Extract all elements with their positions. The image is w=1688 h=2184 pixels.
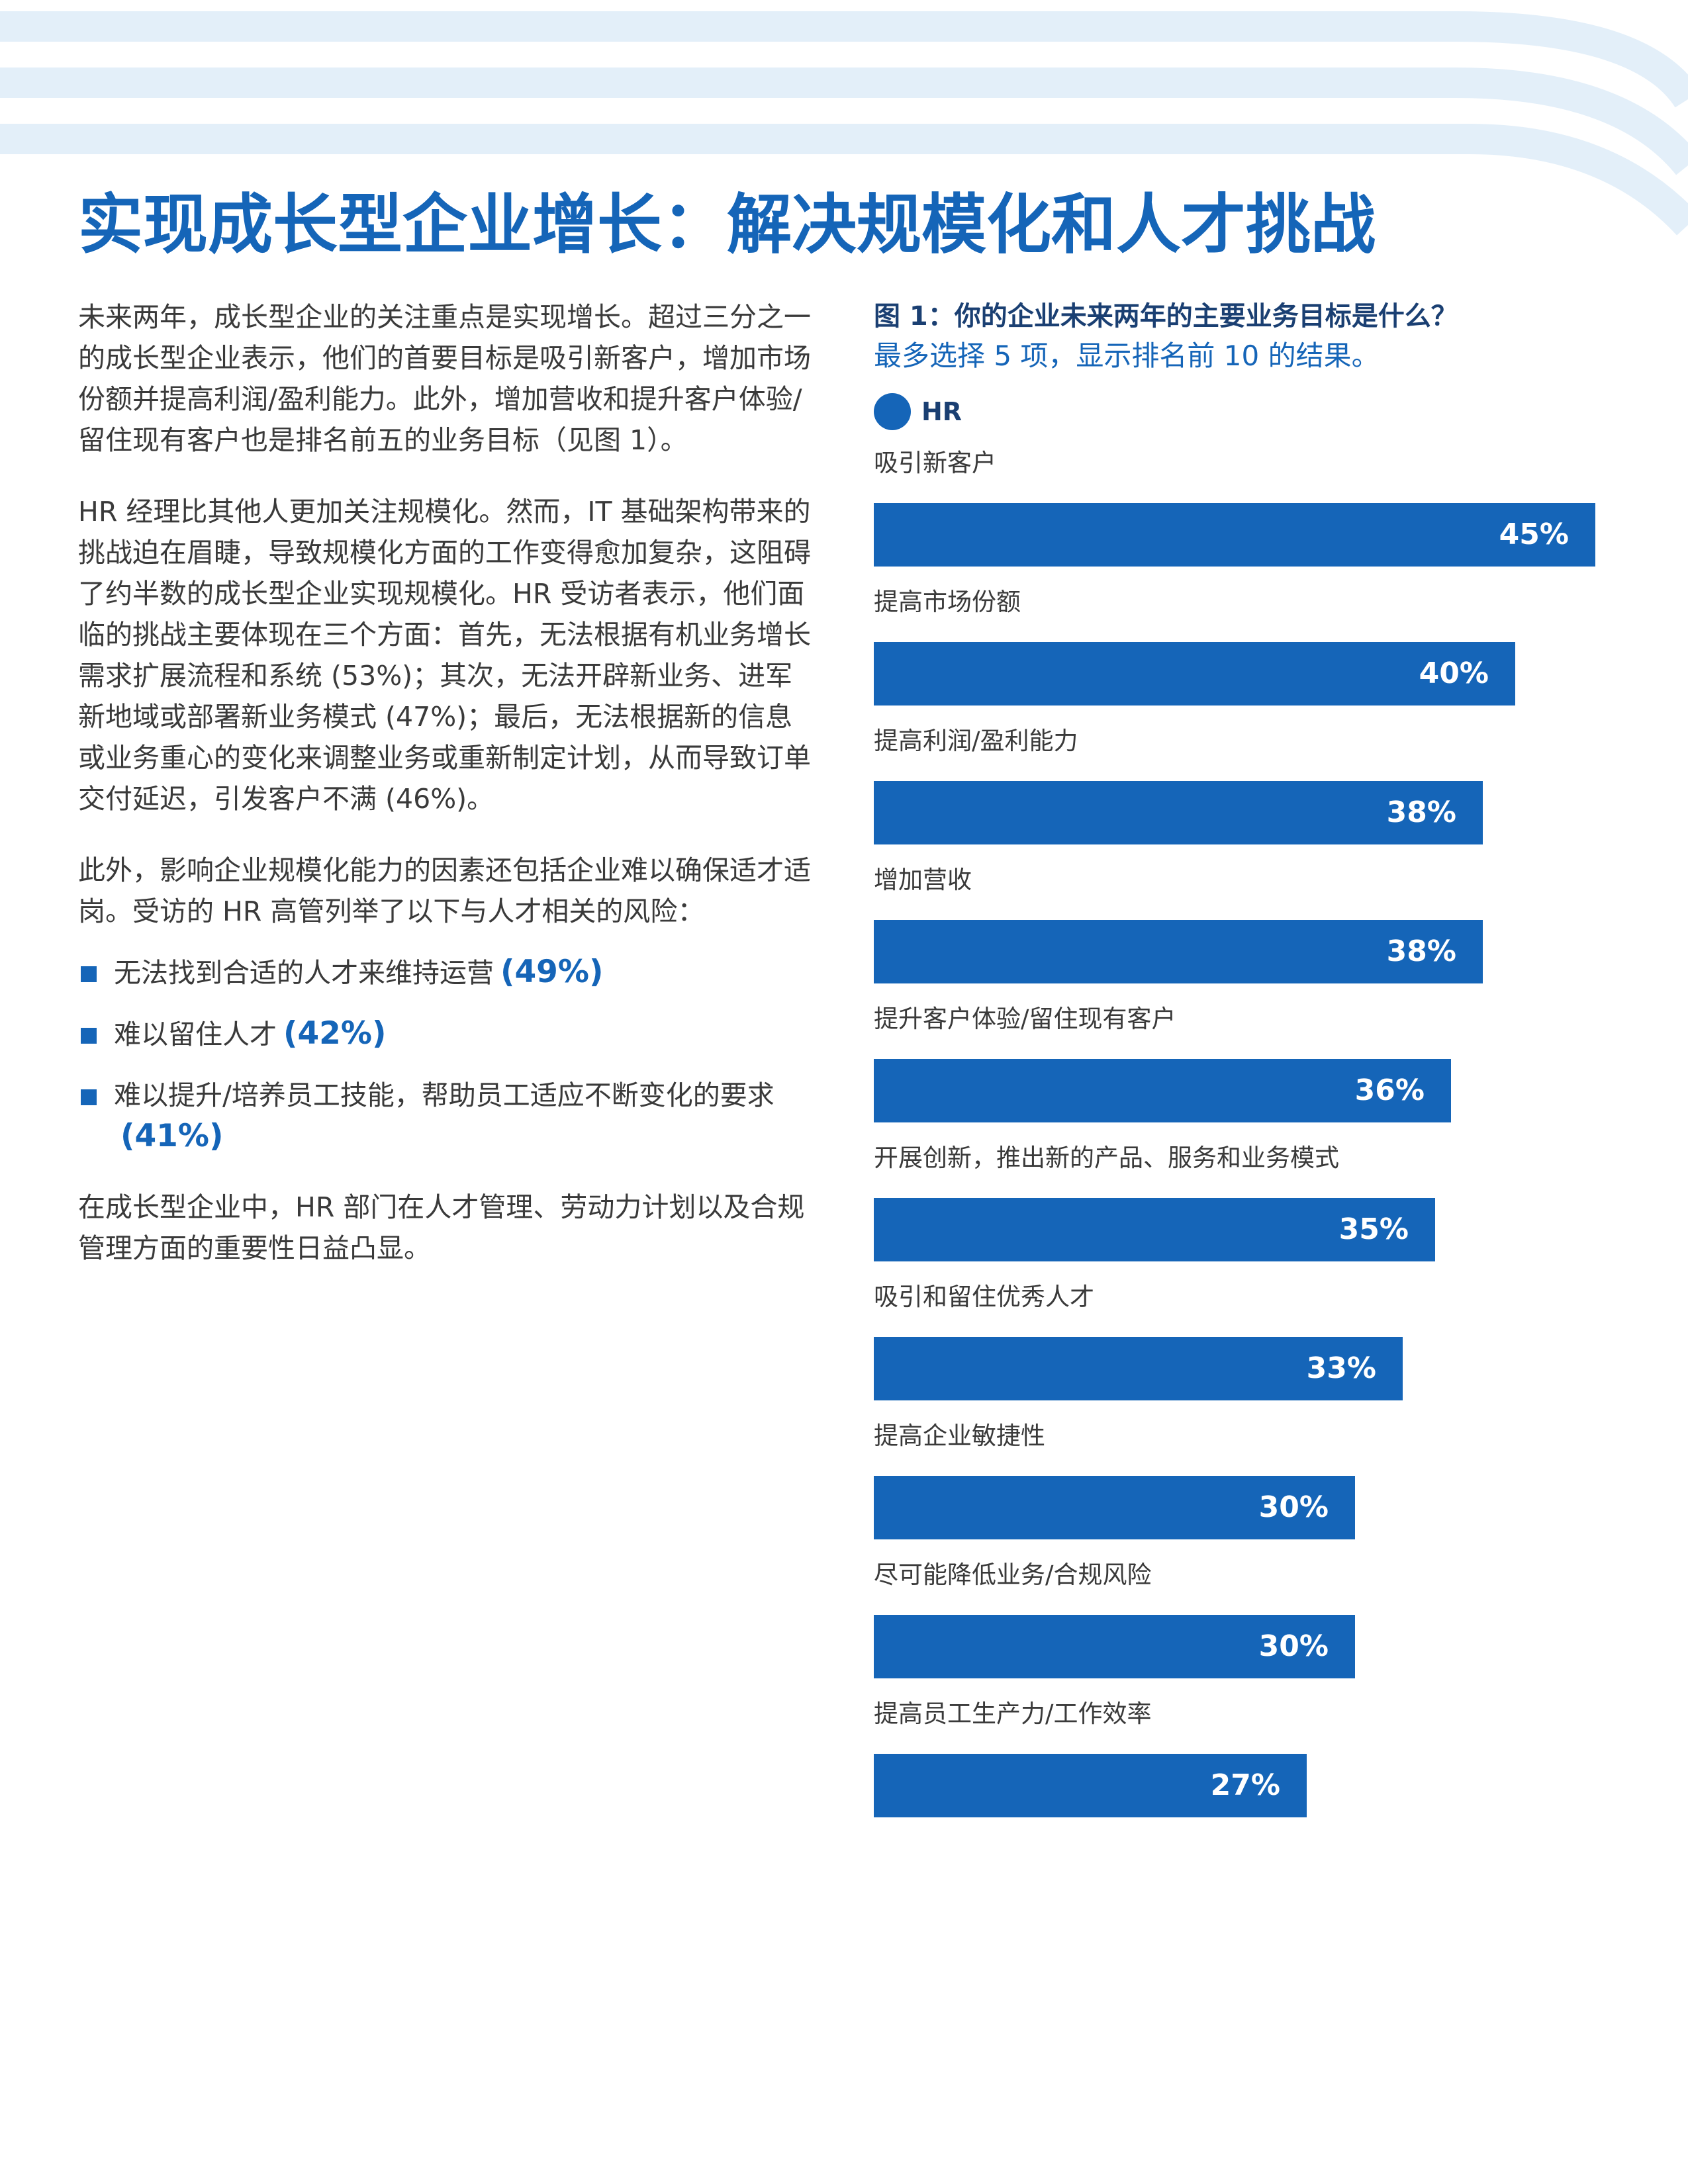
bullet-square-icon [81,1028,97,1044]
chart-title: 图 1：你的企业未来两年的主要业务目标是什么？ [874,301,1458,332]
bar: 36% [874,1059,1451,1122]
bar: 33% [874,1337,1403,1400]
bar: 45% [874,503,1595,567]
list-item: 无法找到合适的人才来维持运营 (49%) [78,952,816,993]
bullet-percent: (49%) [500,954,604,990]
bar: 35% [874,1198,1435,1261]
bullet-square-icon [81,1089,97,1105]
risk-list: 无法找到合适的人才来维持运营 (49%) 难以留住人才 (42%) 难以提升/培养员… [78,952,816,1158]
category-label: 提升客户体验/留住现有客户 [874,1005,1176,1033]
bar: 40% [874,642,1515,705]
bullet-percent: (41%) [120,1118,224,1154]
legend-label: HR [921,397,962,426]
bar: 38% [874,781,1483,844]
body-text: 未来两年，成长型企业的关注重点是实现增长。超过三分之一的成长型企业表示，他们的首… [78,296,816,1299]
bar: 30% [874,1615,1355,1678]
bar: 27% [874,1754,1307,1817]
category-label: 吸引和留住优秀人才 [874,1283,1094,1311]
category-label: 提高企业敏捷性 [874,1422,1045,1450]
chart-legend: HR [874,392,1622,432]
figure-1-chart: 图 1：你的企业未来两年的主要业务目标是什么？ 最多选择 5 项，显示排名前 1… [874,296,1622,1837]
paragraph-3: 此外，影响企业规模化能力的因素还包括企业难以确保适才适岗。受访的 HR 高管列举… [78,854,811,927]
list-item: 难以留住人才 (42%) [78,1013,816,1055]
bullet-square-icon [81,966,97,982]
header-wave-decoration [0,11,1688,236]
category-label: 提高市场份额 [874,588,1021,616]
category-label: 开展创新，推出新的产品、服务和业务模式 [874,1144,1339,1172]
category-label: 提高员工生产力/工作效率 [874,1700,1152,1728]
page-title: 实现成长型企业增长：解决规模化和人才挑战 [78,187,1376,263]
chart-subtitle: 最多选择 5 项，显示排名前 10 的结果。 [874,340,1380,372]
category-label: 增加营收 [874,866,972,894]
paragraph-1: 未来两年，成长型企业的关注重点是实现增长。超过三分之一的成长型企业表示，他们的首… [78,301,811,456]
bar-list: 吸引新客户 45% 提高市场份额 40% 提高利润/盈利能力 38% 增加营收 38% 提升客户… [874,447,1622,1817]
category-label: 吸引新客户 [874,449,996,477]
paragraph-4: 在成长型企业中，HR 部门在人才管理、劳动力计划以及合规管理方面的重要性日益凸显… [78,1191,805,1264]
bar: 38% [874,920,1483,983]
paragraph-2: HR 经理比其他人更加关注规模化。然而，IT 基础架构带来的挑战迫在眉睫，导致规… [78,496,811,815]
category-label: 尽可能降低业务/合规风险 [874,1561,1152,1589]
bar: 30% [874,1476,1355,1539]
bullet-percent: (42%) [283,1015,387,1052]
list-item: 难以提升/培养员工技能，帮助员工适应不断变化的要求(41%) [78,1075,816,1158]
category-label: 提高利润/盈利能力 [874,727,1078,755]
legend-dot-icon [874,393,911,430]
